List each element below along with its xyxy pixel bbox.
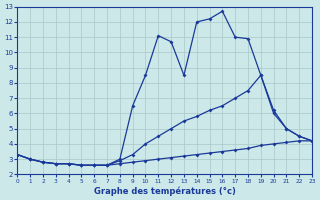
X-axis label: Graphe des températures (°c): Graphe des températures (°c) xyxy=(94,186,236,196)
